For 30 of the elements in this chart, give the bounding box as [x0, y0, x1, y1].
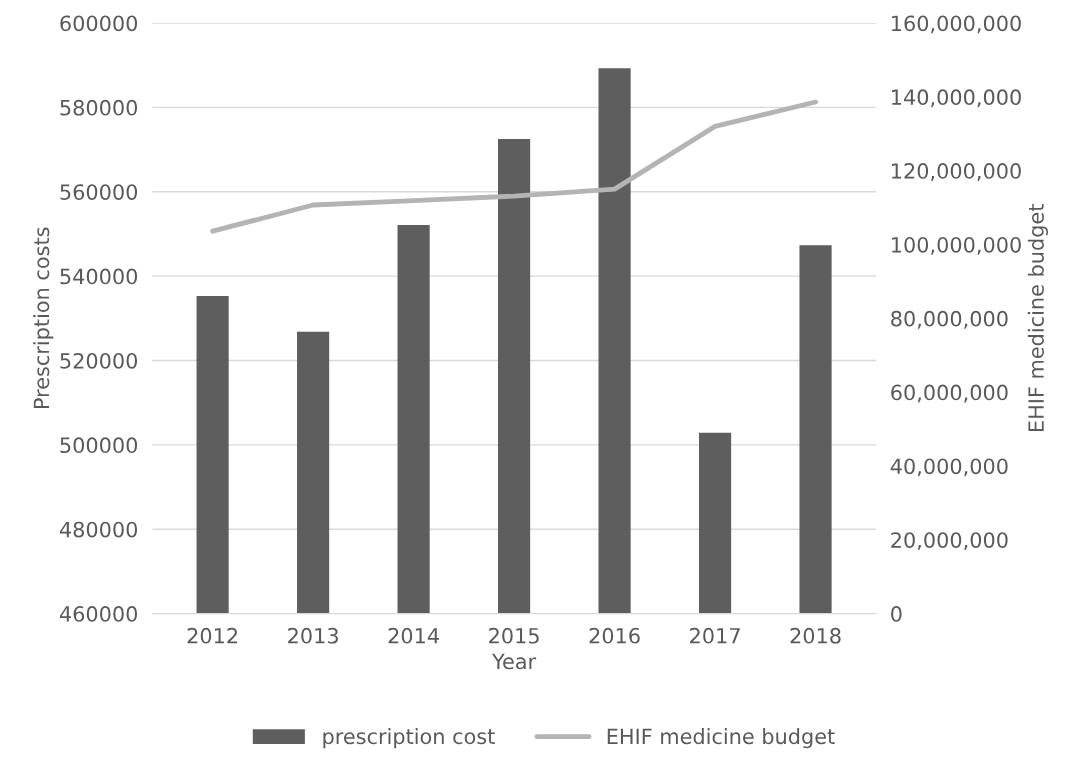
y2-tick-label: 40,000,000 [890, 458, 1008, 477]
legend-label: prescription cost [323, 728, 495, 749]
y2-tick-label: 160,000,000 [892, 15, 1021, 34]
y-tick-label: 580000 [60, 99, 138, 116]
y2-tick-label: 120,000,000 [892, 163, 1021, 181]
y2-tick-label: 140,000,000 [892, 89, 1021, 108]
x-tick-label: 2017 [690, 627, 740, 644]
y-tick-label: 480000 [59, 521, 138, 538]
y2-axis-title: EHIF medicine budget [1027, 204, 1048, 431]
line-series [210, 99, 818, 234]
y2-tick-label: 0 [891, 606, 902, 622]
y-tick-label: 560000 [60, 184, 138, 200]
y-axis-title: Prescription costs [33, 227, 54, 409]
y2-tick-label: 100,000,000 [892, 236, 1021, 255]
x-tick-label: 2018 [790, 627, 841, 644]
x-tick-label: 2016 [589, 627, 640, 644]
y-tick-label: 460000 [59, 606, 138, 622]
y-tick-label: 500000 [60, 437, 138, 454]
x-axis-title: Year [491, 653, 537, 670]
y2-tick-label: 20,000,000 [891, 532, 1008, 551]
y-tick-label: 600000 [60, 15, 138, 32]
y-tick-label: 520000 [60, 352, 138, 369]
x-tick-label: 2014 [388, 627, 439, 644]
y-tick-label: 540000 [60, 268, 138, 285]
y2-tick-label: 80,000,000 [891, 310, 1008, 329]
x-tick-label: 2012 [187, 627, 238, 644]
x-tick-label: 2013 [288, 627, 338, 644]
x-tick-label: 2015 [489, 627, 539, 644]
legend-label: EHIF medicine budget [607, 728, 835, 749]
y2-tick-label: 60,000,000 [891, 384, 1008, 403]
